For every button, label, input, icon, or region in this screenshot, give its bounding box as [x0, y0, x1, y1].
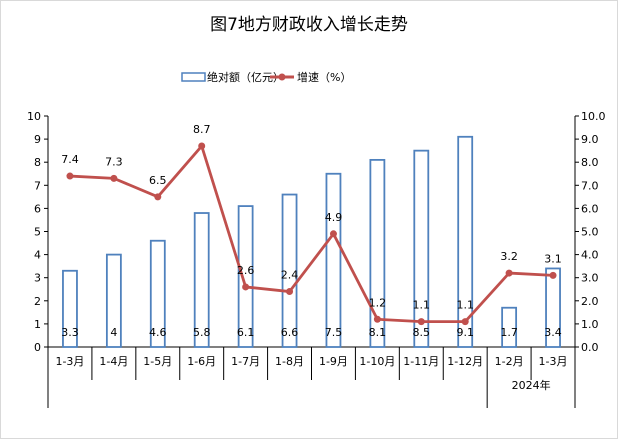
- right-tick-label: 8.0: [581, 156, 599, 169]
- growth-value-label: 1.1: [413, 299, 431, 312]
- left-tick-label: 1: [34, 318, 41, 331]
- left-tick-label: 0: [34, 341, 41, 354]
- growth-value-label: 4.9: [325, 211, 343, 224]
- growth-point: [66, 172, 74, 180]
- bar-value-label: 8.5: [413, 326, 431, 339]
- growth-value-label: 2.4: [281, 269, 299, 282]
- right-tick-label: 5.0: [581, 226, 599, 239]
- bar-value-label: 5.8: [193, 326, 211, 339]
- chart-title: 图7地方财政收入增长走势: [210, 15, 408, 35]
- bar: [62, 269, 78, 348]
- bar: [457, 135, 474, 348]
- x-tick-label: 1-11月: [403, 355, 439, 368]
- legend-line-marker: [278, 73, 286, 81]
- growth-value-label: 7.3: [105, 155, 123, 168]
- right-tick-label: 1.0: [581, 318, 599, 331]
- legend-line-label: 增速（%）: [297, 70, 351, 84]
- right-tick-label: 3.0: [581, 272, 599, 285]
- x-tick-label: 1-12月: [447, 355, 483, 368]
- x-tick-label: 1-5月: [143, 355, 172, 368]
- growth-line: [69, 144, 554, 323]
- bar-value-label: 8.1: [369, 326, 387, 339]
- growth-value-label: 7.4: [61, 153, 79, 166]
- growth-point: [110, 174, 118, 182]
- growth-point: [373, 315, 381, 323]
- bar: [149, 239, 166, 348]
- left-tick-label: 4: [34, 249, 41, 262]
- right-tick-label: 9.0: [581, 133, 599, 146]
- bar: [281, 193, 298, 348]
- bar: [105, 253, 122, 348]
- bar: [193, 212, 210, 348]
- bar-value-label: 7.5: [325, 326, 343, 339]
- bar-value-label: 3.4: [544, 326, 562, 339]
- growth-value-label: 6.5: [149, 174, 167, 187]
- right-tick-label: 0.0: [581, 341, 599, 354]
- left-tick-label: 10: [27, 110, 41, 123]
- left-tick-label: 9: [34, 133, 41, 146]
- group-label: 2024年: [512, 378, 551, 392]
- bar: [545, 267, 561, 348]
- x-tick-label: 1-3月: [55, 355, 84, 368]
- x-tick-label: 1-2月: [495, 355, 524, 368]
- growth-value-label: 3.2: [500, 250, 518, 263]
- bar-value-label: 1.7: [500, 326, 518, 339]
- legend-bar-swatch: [181, 72, 206, 82]
- growth-point: [286, 288, 294, 296]
- growth-point: [461, 318, 469, 326]
- right-tick-label: 2.0: [581, 295, 599, 308]
- right-tick-label: 7.0: [581, 179, 599, 192]
- left-tick-label: 7: [34, 179, 41, 192]
- growth-point: [154, 193, 162, 201]
- right-tick-label: 6.0: [581, 202, 599, 215]
- growth-value-label: 2.6: [237, 264, 255, 277]
- x-tick-label: 1-7月: [231, 355, 260, 368]
- bar-value-label: 3.3: [61, 326, 79, 339]
- left-tick-label: 2: [34, 295, 41, 308]
- right-tick-label: 4.0: [581, 249, 599, 262]
- left-tick-label: 3: [34, 272, 41, 285]
- growth-point: [417, 318, 425, 326]
- bar: [413, 149, 430, 348]
- left-tick-label: 8: [34, 156, 41, 169]
- legend: 绝对额（亿元） 增速（%）: [181, 70, 351, 84]
- bar-value-label: 6.6: [281, 326, 299, 339]
- growth-value-label: 8.7: [193, 123, 211, 136]
- bar: [369, 158, 386, 348]
- growth-point: [549, 271, 557, 279]
- growth-value-label: 1.2: [369, 296, 387, 309]
- growth-point: [505, 269, 513, 277]
- growth-point: [242, 283, 250, 291]
- x-tick-label: 1-10月: [359, 355, 395, 368]
- growth-point: [198, 142, 206, 150]
- bar: [325, 172, 342, 348]
- left-tick-label: 6: [34, 202, 41, 215]
- x-tick-label: 1-8月: [275, 355, 304, 368]
- legend-bar-label: 绝对额（亿元）: [207, 70, 284, 84]
- x-tick-label: 1-4月: [99, 355, 128, 368]
- growth-value-label: 3.1: [544, 252, 562, 265]
- bar-value-label: 9.1: [456, 326, 474, 339]
- left-tick-label: 5: [34, 226, 41, 239]
- x-tick-label: 1-3月: [539, 355, 568, 368]
- bar-value-label: 4: [110, 326, 117, 339]
- growth-point: [329, 230, 337, 238]
- x-tick-label: 1-9月: [319, 355, 348, 368]
- bar: [237, 205, 254, 348]
- right-tick-label: 10.0: [581, 110, 606, 123]
- bar: [501, 306, 518, 348]
- growth-value-label: 1.1: [456, 299, 474, 312]
- x-tick-label: 1-6月: [187, 355, 216, 368]
- bar-value-label: 6.1: [237, 326, 255, 339]
- bar-value-label: 4.6: [149, 326, 167, 339]
